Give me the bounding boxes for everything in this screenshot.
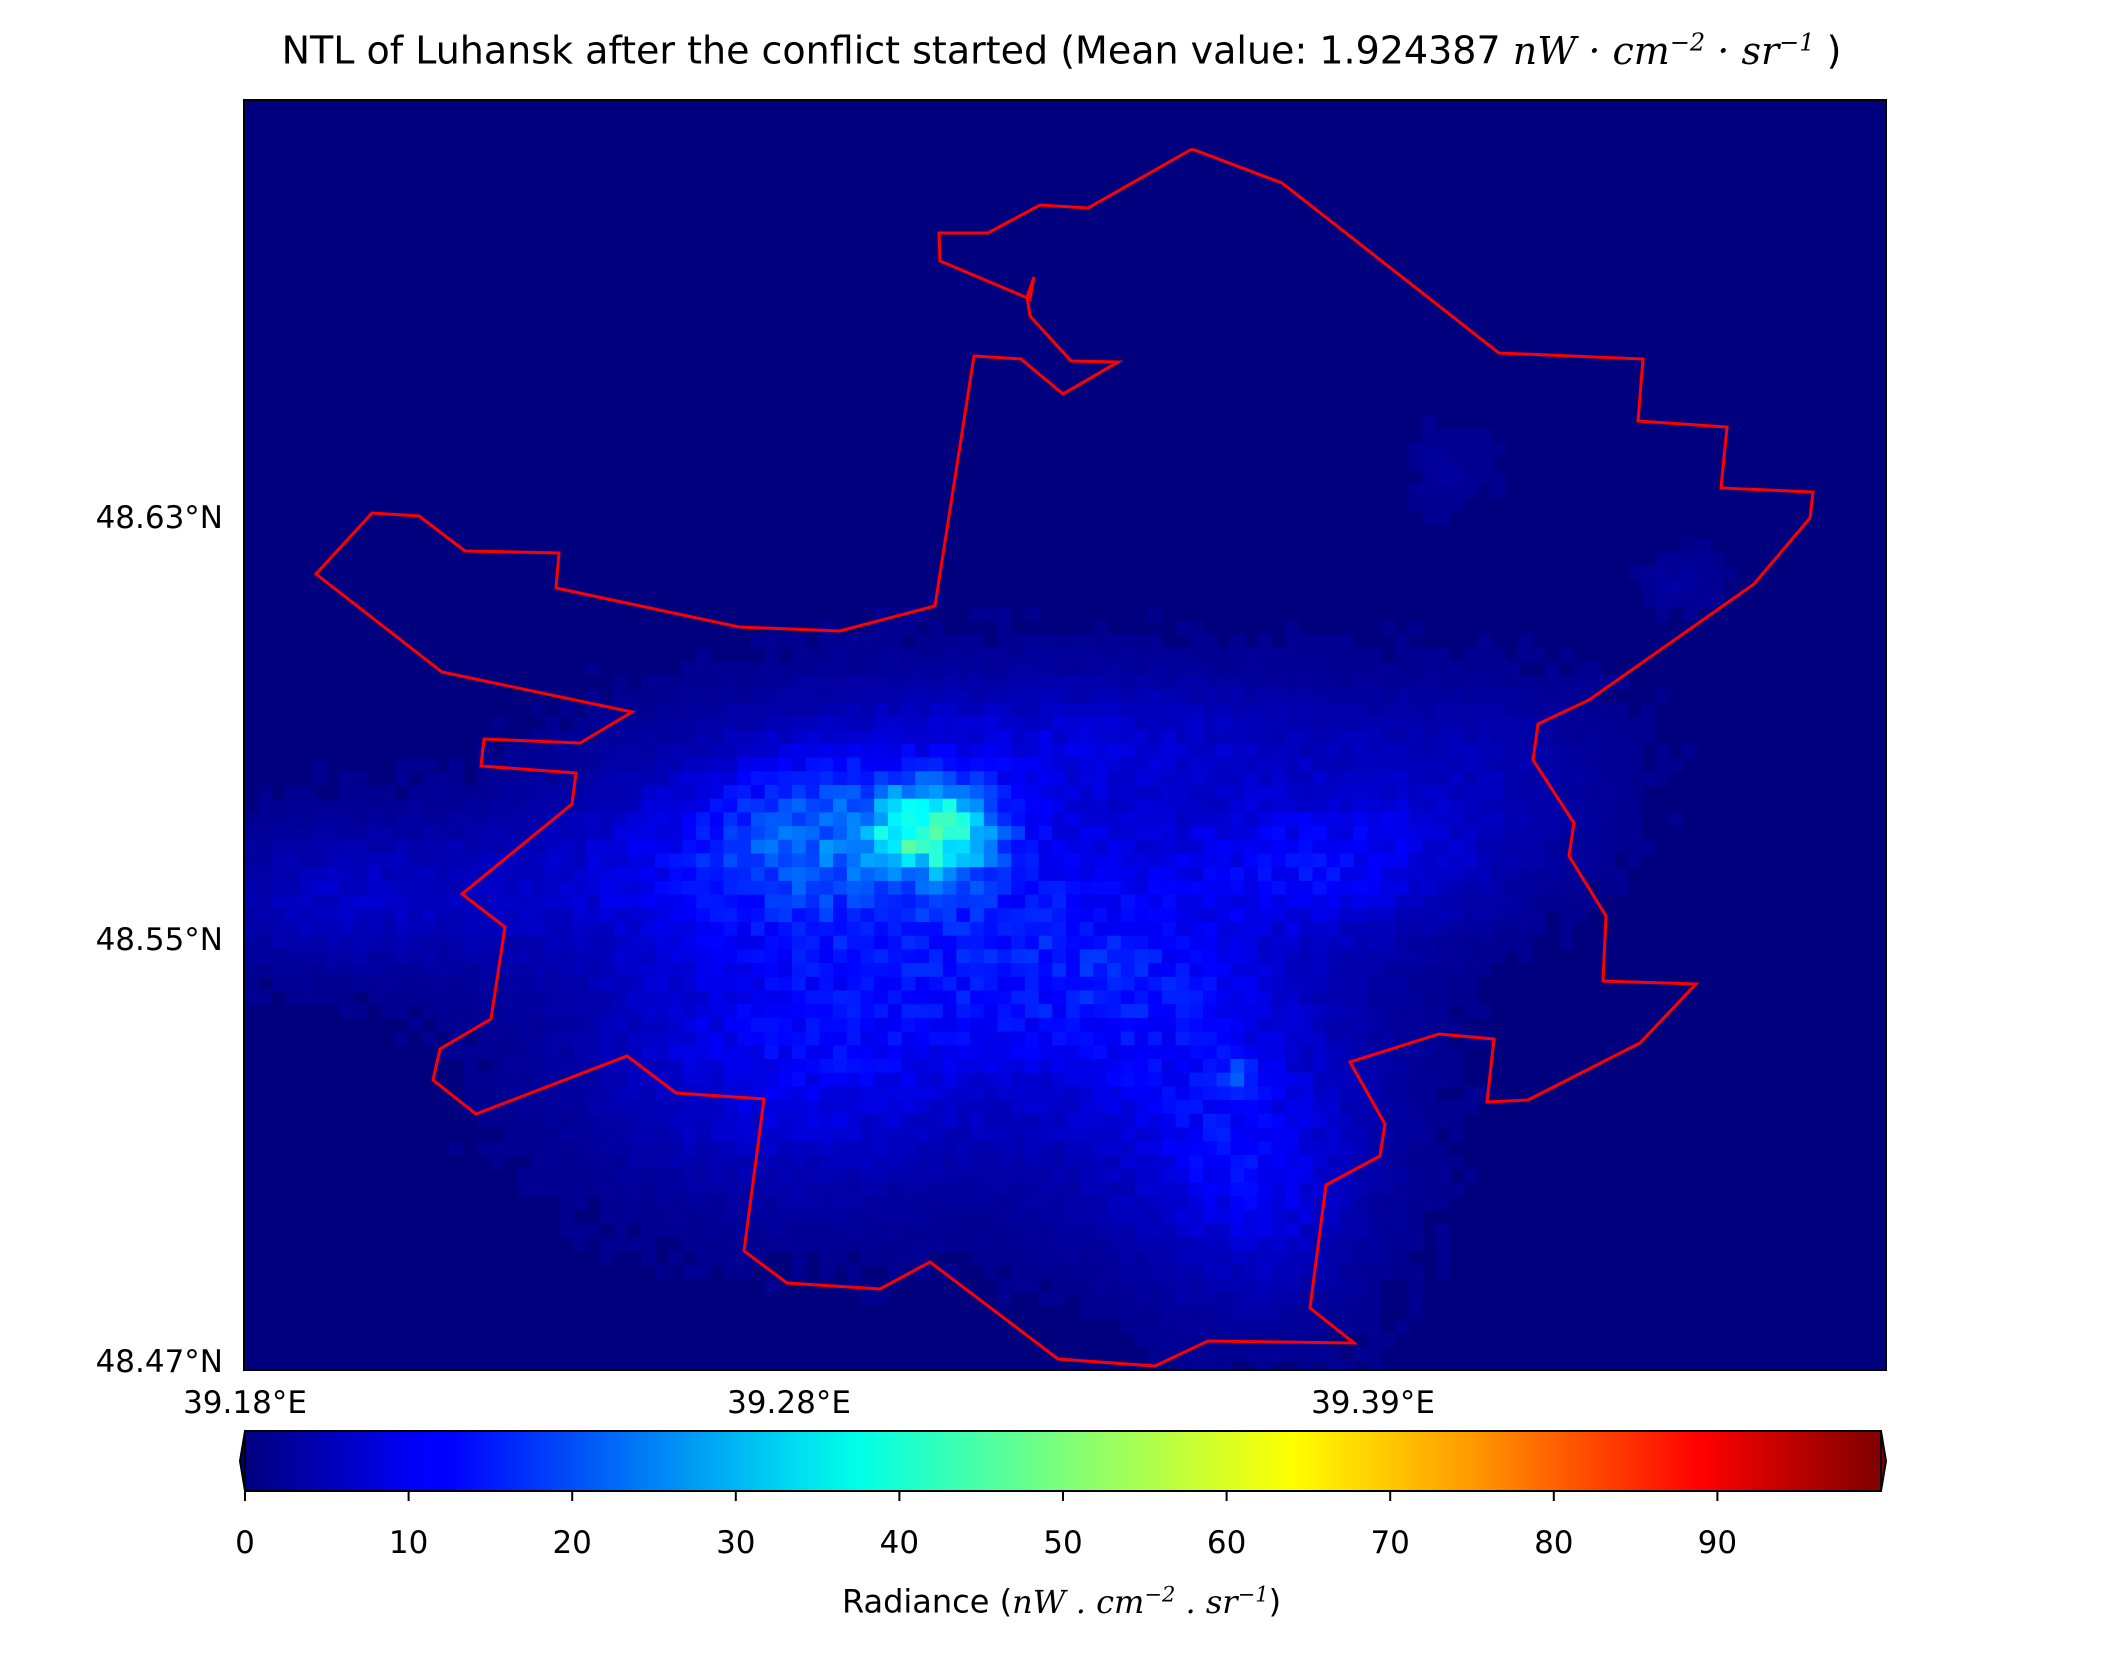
colorbar-tick-label-10: 10 xyxy=(388,1525,429,1561)
colorbar-tick-label-30: 30 xyxy=(716,1525,756,1561)
colorbar xyxy=(238,1430,1888,1501)
luhansk-boundary xyxy=(313,147,1815,1368)
colorbar-tick-label-70: 70 xyxy=(1370,1525,1410,1561)
colorbar-tick-label-0: 0 xyxy=(235,1525,255,1561)
map-area xyxy=(243,99,1887,1371)
colorbar-tick-label-80: 80 xyxy=(1534,1525,1574,1561)
lat-label-48-55: 48.55°N xyxy=(95,922,223,958)
colorbar-label-suffix: ) xyxy=(1268,1582,1282,1621)
title-unit: nW · cm−2 · sr−1 xyxy=(1512,28,1815,73)
colorbar-tick-marks xyxy=(244,1491,1719,1501)
chart-title: NTL of Luhansk after the conflict starte… xyxy=(0,28,2123,73)
colorbar-tick-label-40: 40 xyxy=(879,1525,920,1561)
colorbar-tick-label-50: 50 xyxy=(1043,1525,1083,1561)
lat-label-48-63: 48.63°N xyxy=(95,500,223,536)
lon-label-39-18: 39.18°E xyxy=(183,1385,307,1421)
title-suffix: ) xyxy=(1814,28,1842,73)
lat-label-48-47: 48.47°N xyxy=(95,1344,223,1380)
colorbar-tick-label-60: 60 xyxy=(1206,1525,1247,1561)
lon-label-39-39: 39.39°E xyxy=(1311,1385,1435,1421)
colorbar-tick-label-90: 90 xyxy=(1697,1525,1738,1561)
title-prefix: NTL of Luhansk after the conflict starte… xyxy=(281,28,1513,73)
colorbar-label-unit: nW . cm−2 . sr−1 xyxy=(1012,1582,1269,1621)
map-frame xyxy=(243,99,1887,1371)
colorbar-tick-label-20: 20 xyxy=(552,1525,592,1561)
colorbar-label: Radiance (nW . cm−2 . sr−1) xyxy=(0,1582,2123,1621)
colorbar-gradient xyxy=(245,1431,1881,1491)
colorbar-label-prefix: Radiance ( xyxy=(841,1582,1013,1621)
lon-label-39-28: 39.28°E xyxy=(727,1385,851,1421)
